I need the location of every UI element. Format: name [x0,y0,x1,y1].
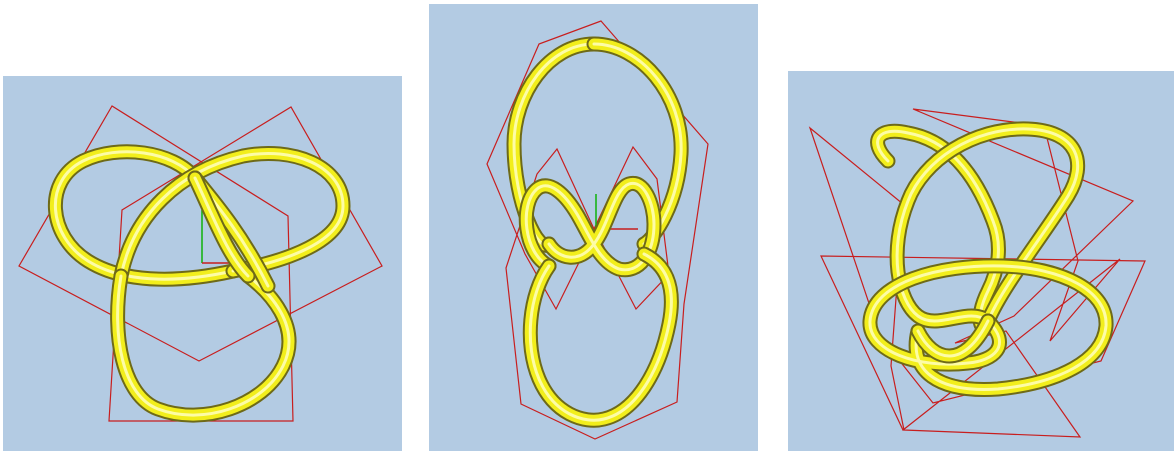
tube-segment-4-tube-shine [916,319,990,358]
yellow-tube-knot [47,144,351,423]
tube-segment-2-tube-shine [895,127,1080,323]
tube-segment-3-tube-shine [116,274,291,417]
panel-knot-perspective-view [788,71,1174,451]
tube-segment-2-tube-shine [119,151,345,278]
tube-segment-1-tube-shine [53,150,235,281]
control-polygon-frame [18,105,383,422]
tube-segment-3-tube-shine [868,264,1108,391]
knot-side-view-canvas [486,20,709,440]
tube-segment-3-tube-shine [524,181,656,272]
yellow-tube-knot [506,36,689,428]
tube-segment-5-tube-shine [193,176,250,278]
tube-segment-4-tube-shine [528,252,673,422]
trefoil-front-view-canvas [18,105,383,423]
tube-segment-4-tube-body [524,248,677,426]
knot-perspective-view-canvas [808,108,1146,438]
panel-knot-side-view [429,4,758,451]
tube-segment-3-tube-body [112,270,295,421]
yellow-tube-knot [862,121,1114,397]
panel-trefoil-front-view [3,76,402,451]
